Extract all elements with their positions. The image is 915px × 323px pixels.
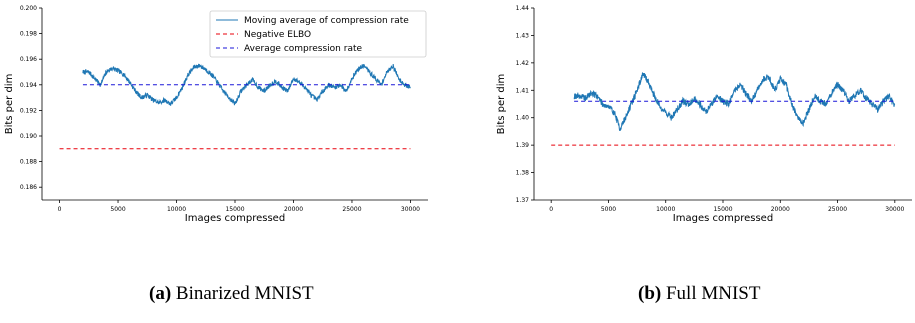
legend-label: Average compression rate <box>244 44 362 54</box>
x-tick-label: 25000 <box>828 206 847 213</box>
x-tick-label: 15000 <box>713 206 732 213</box>
x-tick-label: 10000 <box>167 206 186 213</box>
x-tick-label: 20000 <box>284 206 303 213</box>
y-tick-label: 1.41 <box>516 87 530 94</box>
series-moving-average-line <box>573 72 896 131</box>
x-tick-label: 20000 <box>771 206 790 213</box>
y-tick-label: 0.196 <box>20 56 37 63</box>
caption-b-label: (b) <box>638 283 662 304</box>
y-tick-label: 1.37 <box>516 197 530 204</box>
y-tick-label: 1.38 <box>516 170 530 177</box>
plot-a: 0 5000 10000 15000 20000 25000 30000 0.186 0.188… <box>4 5 428 224</box>
x-axis-label: Images compressed <box>673 213 773 224</box>
full-mnist-chart: 0 5000 10000 15000 20000 25000 30000 1.37 1.38 1.… <box>496 5 912 224</box>
x-tick-label: 15000 <box>225 206 244 213</box>
y-tick-label: 1.43 <box>516 32 530 39</box>
legend-label: Negative ELBO <box>244 30 311 40</box>
caption-full-mnist: (b) Full MNIST <box>638 283 760 305</box>
y-tick-label: 1.40 <box>516 115 530 122</box>
caption-b-text: Full MNIST <box>665 283 761 304</box>
x-tick-label: 0 <box>549 206 553 213</box>
legend-label: Moving average of compression rate <box>244 16 409 26</box>
x-tick-label: 30000 <box>401 206 420 213</box>
y-axis-label: Bits per dim <box>4 74 15 135</box>
y-axis-label: Bits per dim <box>496 74 507 135</box>
caption-binarized-mnist: (a) Binarized MNIST <box>149 283 314 305</box>
y-tick-label: 1.42 <box>516 60 530 67</box>
series-moving-average-line <box>82 63 411 106</box>
y-tick-label: 0.190 <box>20 133 37 140</box>
binarized-mnist-chart: 0 5000 10000 15000 20000 25000 30000 0.186 0.188… <box>4 5 428 224</box>
x-tick-label: 5000 <box>601 206 616 213</box>
caption-a-label: (a) <box>149 283 172 304</box>
x-tick-label: 10000 <box>656 206 675 213</box>
y-tick-label: 0.198 <box>20 31 37 38</box>
x-tick-label: 25000 <box>342 206 361 213</box>
caption-a-text: Binarized MNIST <box>175 283 314 304</box>
plot-b: 0 5000 10000 15000 20000 25000 30000 1.37 1.38 1.… <box>496 5 912 224</box>
x-tick-label: 5000 <box>110 206 125 213</box>
y-tick-label: 1.44 <box>516 5 530 12</box>
x-axis-label: Images compressed <box>185 213 285 224</box>
x-tick-label: 30000 <box>885 206 904 213</box>
y-tick-label: 0.194 <box>20 82 37 89</box>
x-tick-label: 0 <box>58 206 62 213</box>
y-tick-label: 0.188 <box>20 159 37 166</box>
y-tick-label: 0.186 <box>20 184 37 191</box>
legend-box <box>209 10 427 58</box>
y-tick-label: 0.192 <box>20 107 37 114</box>
y-tick-label: 1.39 <box>516 142 530 149</box>
y-tick-label: 0.200 <box>20 5 37 12</box>
